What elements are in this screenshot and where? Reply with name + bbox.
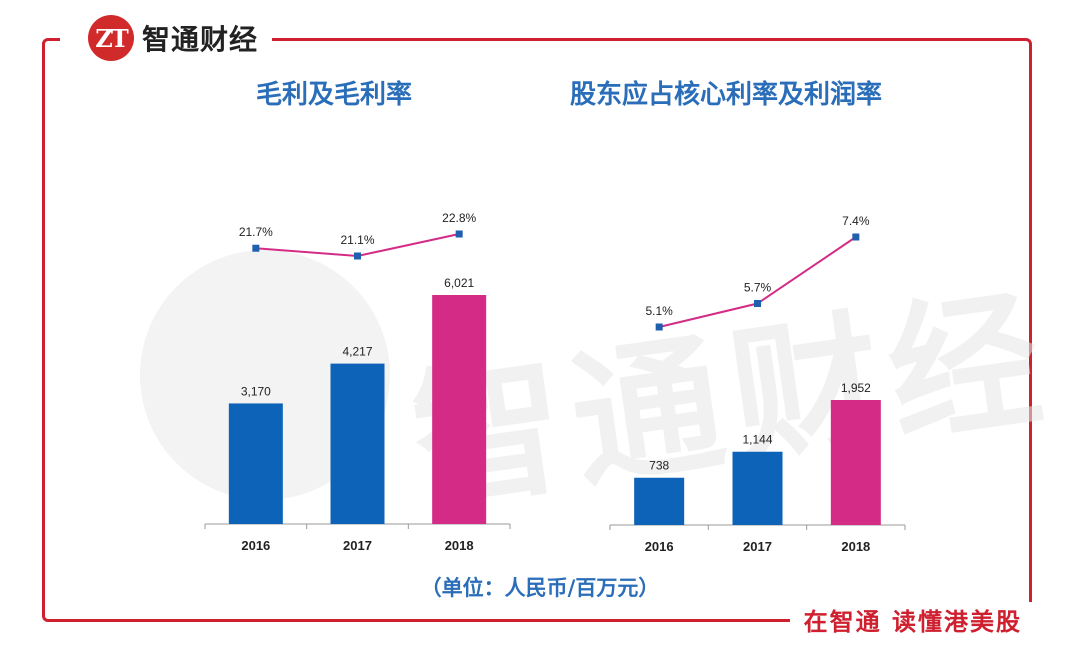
chart-title-gross-profit: 毛利及毛利率 [256,80,413,110]
chart-title-core-profit: 股东应占核心利率及利润率 [570,80,883,110]
bar-value-label: 4,217 [342,345,372,359]
bar-2016 [228,403,283,524]
x-tick-label: 2016 [241,538,270,553]
bar-2017 [330,363,385,524]
line-point-marker [354,252,361,260]
line-point-marker [852,233,860,241]
line-value-label: 22.8% [442,211,476,225]
line-value-label: 7.4% [842,214,870,228]
line-value-label: 5.7% [744,281,772,295]
x-tick-label: 2018 [841,539,870,554]
line-value-label: 21.1% [340,233,374,247]
brand-logo: ZT 智通财经 [60,10,272,66]
brand-name: 智通财经 [142,23,259,56]
bar-2016 [634,477,685,525]
x-tick-label: 2018 [445,538,474,553]
bar-value-label: 1,144 [742,433,772,447]
bar-2017 [732,451,783,525]
bar-value-label: 738 [649,459,669,473]
bar-value-label: 3,170 [241,384,271,398]
line-point-marker [252,244,260,252]
bar-value-label: 6,021 [444,276,474,290]
x-tick-label: 2017 [743,539,772,554]
brand-mark-icon: ZT [88,15,134,61]
line-value-label: 21.7% [239,225,273,239]
line-point-marker [754,300,761,308]
unit-note: （单位：人民币/百万元） [420,576,660,600]
bar-2018 [432,295,487,524]
line-point-marker [455,230,463,238]
x-tick-label: 2016 [645,539,674,554]
chart-frame [42,38,1032,622]
bar-value-label: 1,952 [841,381,871,395]
bar-2018 [830,400,881,525]
line-point-marker [655,323,663,331]
slogan: 在智通 读懂港美股 [789,602,1036,637]
x-tick-label: 2017 [343,538,372,553]
line-value-label: 5.1% [645,304,673,318]
